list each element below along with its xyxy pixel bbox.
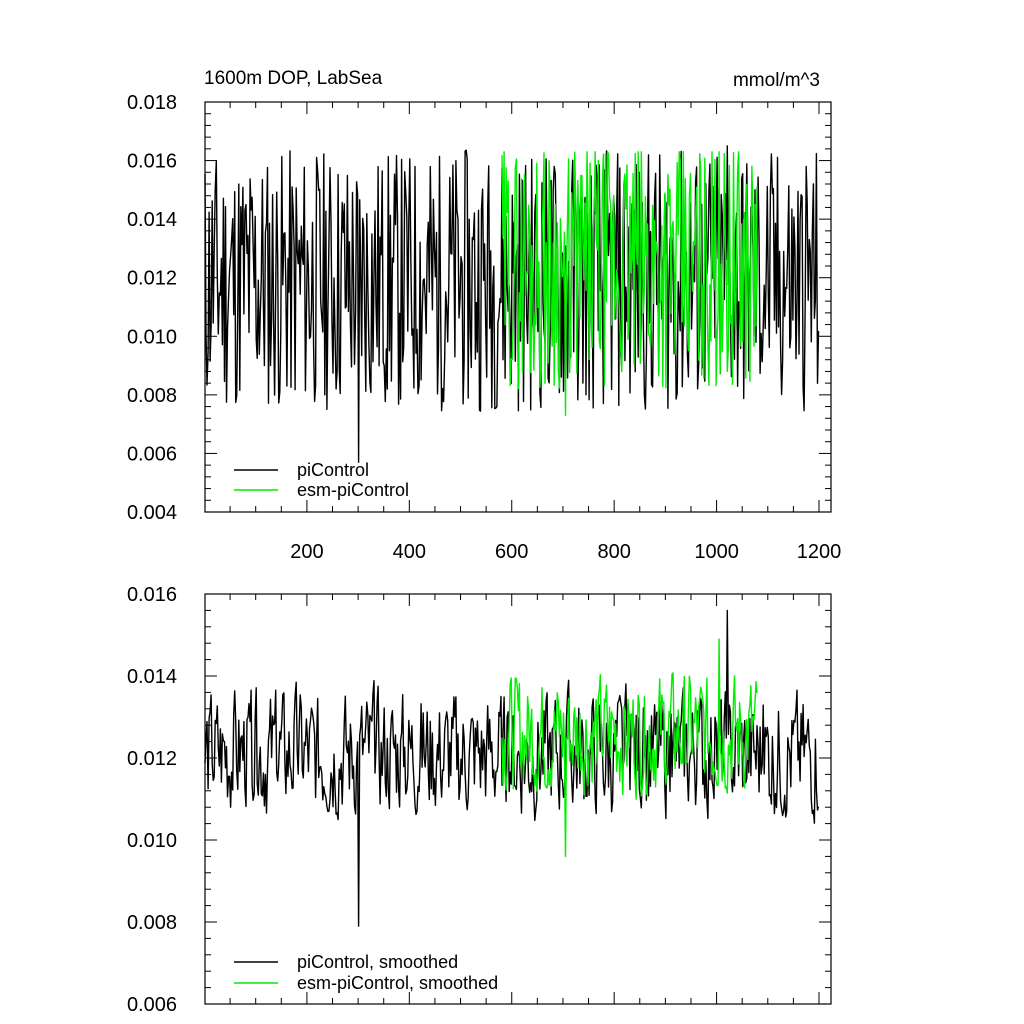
series-line-esm-picontrol-smoothed — [501, 638, 758, 858]
y-tick-label: 0.010 — [127, 830, 177, 852]
x-tick-label: 1200 — [797, 541, 842, 563]
y-tick-label: 0.006 — [127, 443, 177, 465]
x-tick-label: 400 — [393, 541, 426, 563]
x-tick-label: 600 — [495, 541, 528, 563]
axes: 0.006 0.008 0.010 0.012 0.014 0.016 — [127, 584, 831, 1016]
plot-frame — [204, 101, 832, 513]
y-tick-label: 0.004 — [127, 502, 177, 524]
legend: piControl, smoothed esm-piControl, smoot… — [234, 952, 498, 993]
series-group — [204, 609, 820, 927]
y-tick-label: 0.008 — [127, 385, 177, 407]
axes: 0.004 0.006 0.008 0.010 0.012 0.014 0.016 0.018… — [127, 92, 841, 563]
y-tick-label: 0.016 — [127, 584, 177, 606]
panel-title: 1600m DOP, LabSea — [204, 68, 383, 89]
y-tick-label: 0.018 — [127, 92, 177, 114]
y-tick-label: 0.012 — [127, 268, 177, 290]
legend-label-picontrol: piControl — [297, 460, 369, 480]
y-tick-label: 0.006 — [127, 994, 177, 1016]
y-tick-label: 0.008 — [127, 912, 177, 934]
legend-label-esm-picontrol-smoothed: esm-piControl, smoothed — [297, 973, 498, 993]
units-label: mmol/m^3 — [733, 70, 820, 91]
legend-label-esm-picontrol: esm-piControl — [297, 480, 409, 500]
series-line-esm-picontrol — [501, 151, 758, 417]
series-line-picontrol — [204, 145, 820, 463]
legend-label-picontrol-smoothed: piControl, smoothed — [297, 952, 458, 972]
y-tick-label: 0.012 — [127, 748, 177, 770]
series-group — [204, 145, 820, 463]
series-line-picontrol-smoothed — [204, 609, 820, 927]
panel-top: 1600m DOP, LabSea mmol/m^3 0.0040.0060.0… — [127, 68, 841, 563]
y-tick-label: 0.014 — [127, 209, 177, 231]
y-tick-label: 0.014 — [127, 666, 177, 688]
x-tick-label: 1000 — [694, 541, 739, 563]
legend: piControl esm-piControl — [234, 460, 409, 500]
x-tick-label: 800 — [597, 541, 630, 563]
plot-frame — [204, 593, 832, 1005]
y-tick-label: 0.016 — [127, 151, 177, 173]
panel-bottom: 0.006 0.008 0.010 0.012 0.014 0.016 piControl… — [127, 584, 832, 1016]
x-tick-label: 200 — [290, 541, 323, 563]
y-tick-label: 0.010 — [127, 326, 177, 348]
